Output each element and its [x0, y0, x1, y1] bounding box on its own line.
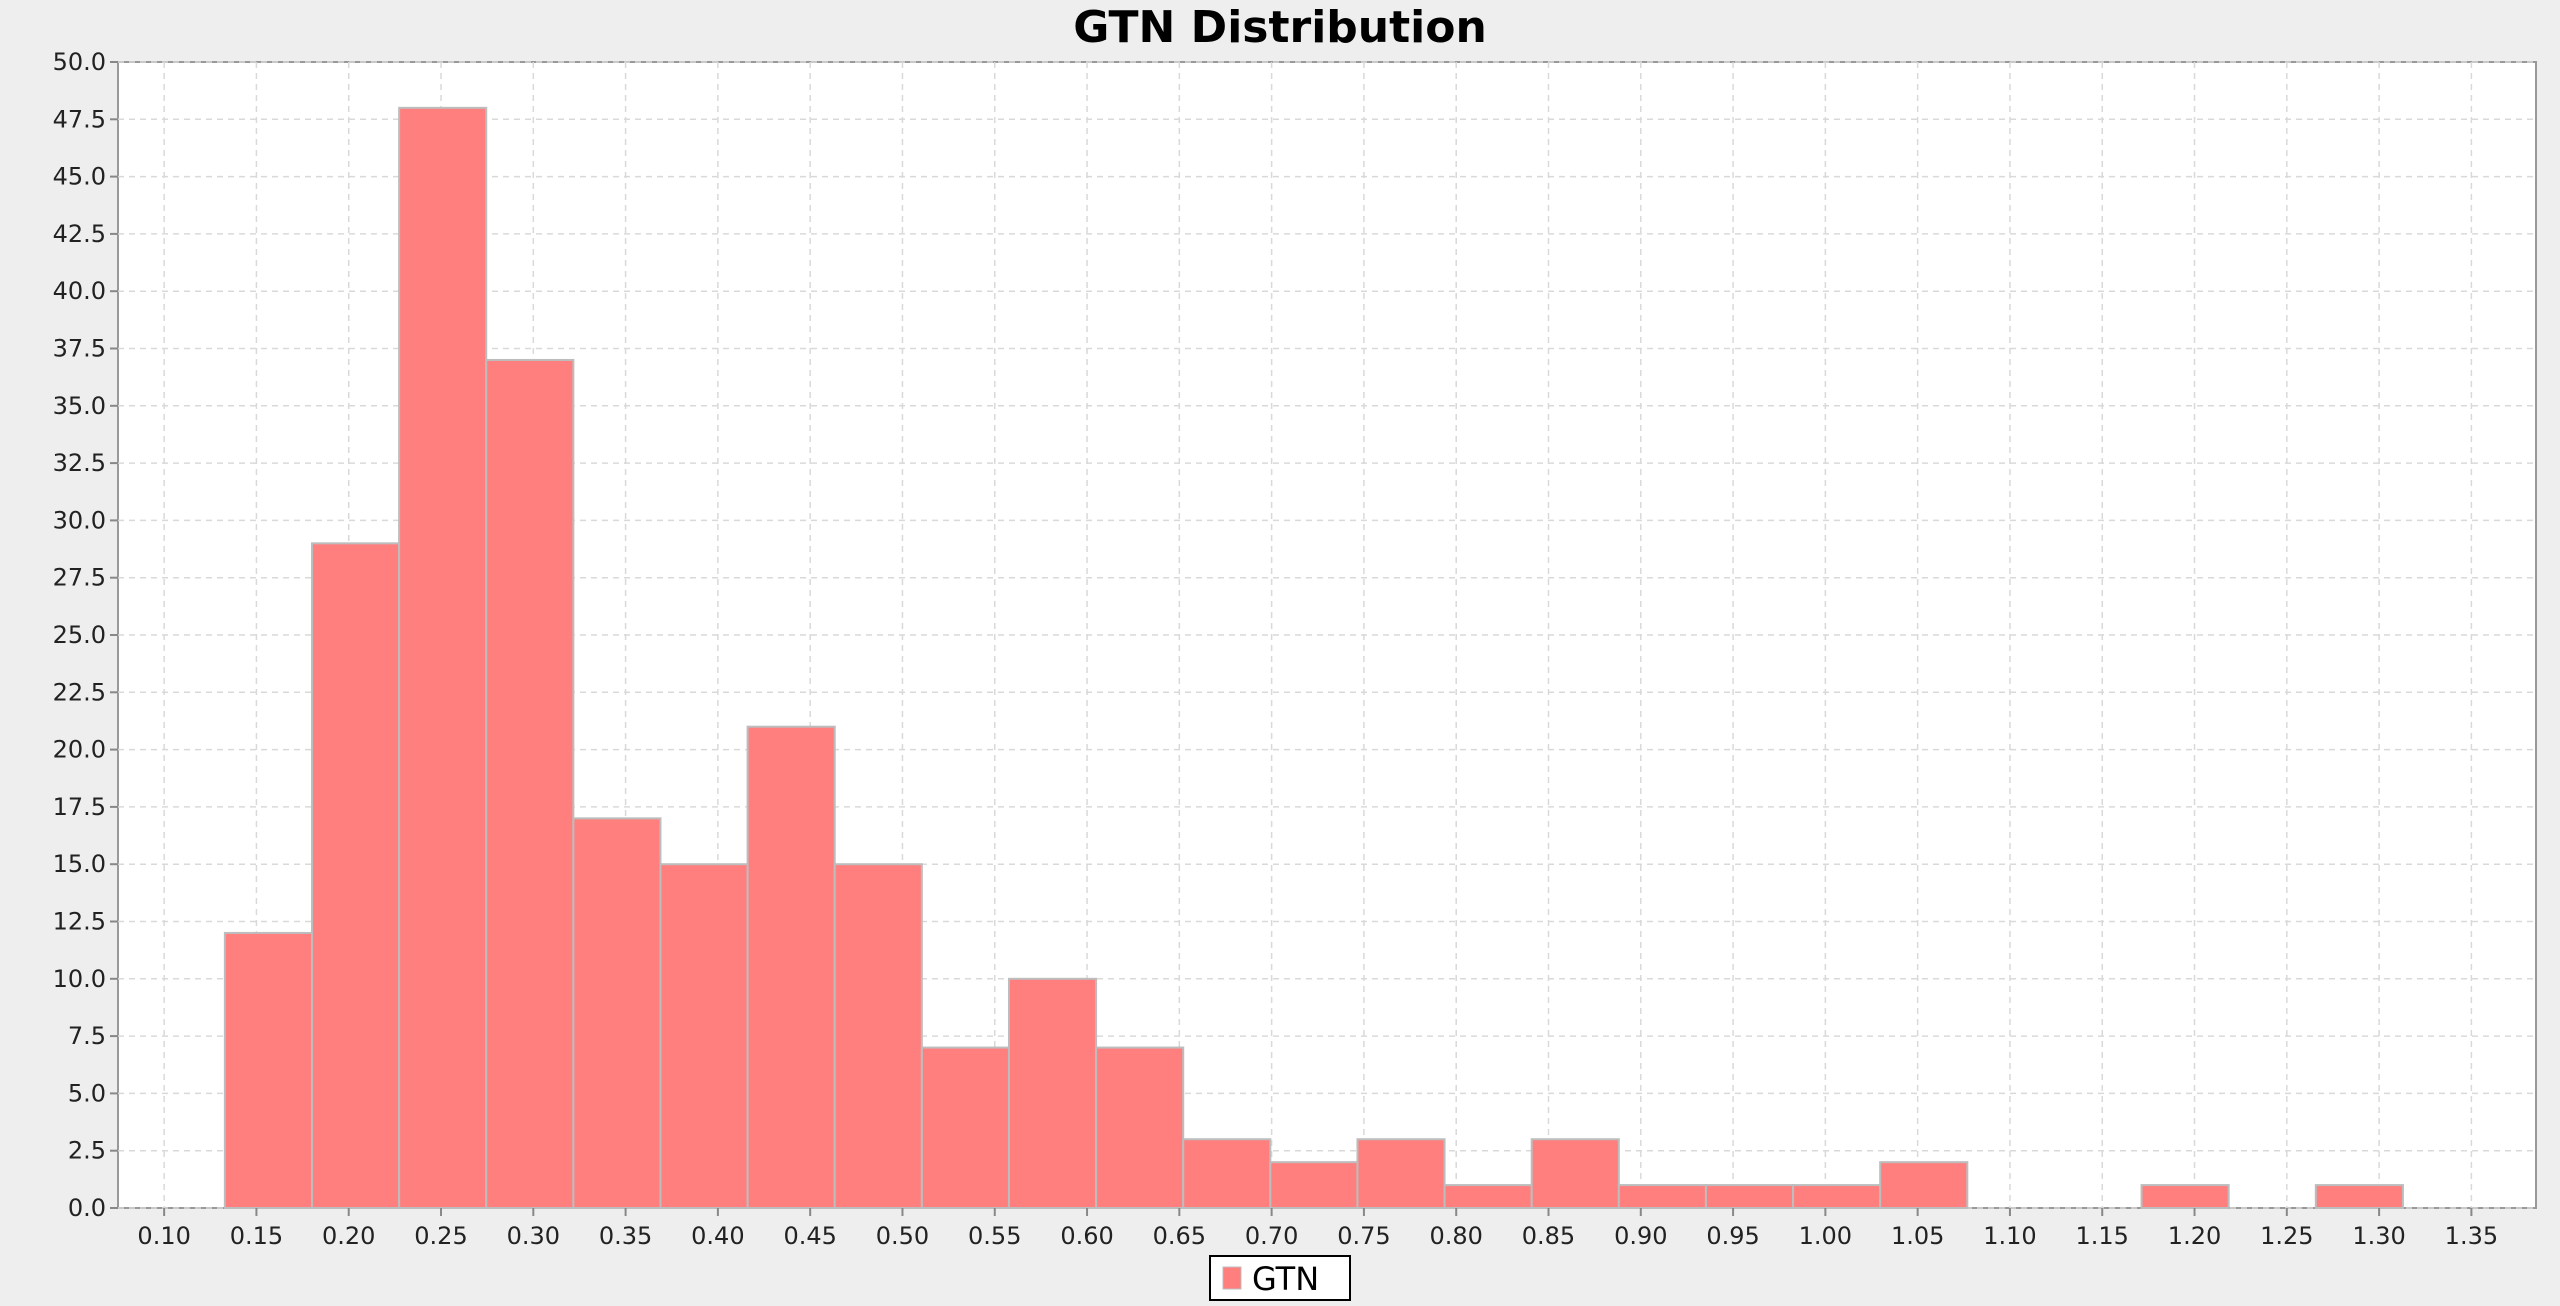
x-tick-label: 0.85: [1522, 1222, 1575, 1250]
x-tick-label: 0.65: [1153, 1222, 1206, 1250]
chart-title: GTN Distribution: [1073, 2, 1487, 53]
y-tick-label: 35.0: [53, 392, 106, 420]
x-tick-label: 0.40: [691, 1222, 744, 1250]
x-tick-label: 1.20: [2168, 1222, 2221, 1250]
histogram-bar: [1095, 1046, 1185, 1210]
y-axis: 0.0 2.5 5.0 7.5 10.0 12.5 15.0 17.5 20.0 22.5 25.0…: [53, 48, 118, 1222]
x-tick-label: 0.25: [414, 1222, 467, 1250]
y-tick-label: 40.0: [53, 277, 106, 305]
y-tick-label: 27.5: [53, 564, 106, 592]
histogram-bar: [572, 817, 662, 1209]
y-tick-label: 5.0: [68, 1079, 106, 1107]
x-tick-label: 1.35: [2445, 1222, 2498, 1250]
legend-swatch: [1222, 1266, 1242, 1290]
x-tick-label: 1.05: [1891, 1222, 1944, 1250]
histogram-bar: [659, 863, 749, 1209]
x-tick-label: 0.50: [876, 1222, 929, 1250]
x-tick-label: 0.30: [507, 1222, 560, 1250]
x-tick-label: 1.15: [2076, 1222, 2129, 1250]
x-tick-label: 0.35: [599, 1222, 652, 1250]
histogram-bar: [398, 106, 488, 1210]
x-tick-label: 0.20: [322, 1222, 375, 1250]
histogram-bar: [1879, 1161, 1969, 1210]
bars: [223, 106, 2404, 1210]
x-tick-label: 0.95: [1706, 1222, 1759, 1250]
y-tick-label: 10.0: [53, 965, 106, 993]
y-tick-label: 25.0: [53, 621, 106, 649]
histogram-bar: [223, 931, 313, 1210]
histogram-bar: [1182, 1138, 1272, 1209]
y-tick-label: 45.0: [53, 163, 106, 191]
y-tick-label: 2.5: [68, 1137, 106, 1165]
y-tick-label: 0.0: [68, 1194, 106, 1222]
legend: GTN: [1209, 1255, 1351, 1301]
y-tick-label: 50.0: [53, 48, 106, 76]
y-tick-label: 12.5: [53, 908, 106, 936]
histogram-bar: [1617, 1184, 1707, 1209]
x-tick-label: 0.90: [1614, 1222, 1667, 1250]
y-tick-label: 30.0: [53, 506, 106, 534]
x-tick-label: 1.10: [1983, 1222, 2036, 1250]
x-tick-label: 0.70: [1245, 1222, 1298, 1250]
y-tick-label: 20.0: [53, 736, 106, 764]
x-tick-label: 0.60: [1060, 1222, 1113, 1250]
y-tick-label: 47.5: [53, 105, 106, 133]
x-tick-label: 0.75: [1337, 1222, 1390, 1250]
y-tick-label: 32.5: [53, 449, 106, 477]
histogram-bar: [2314, 1184, 2404, 1209]
histogram-bar: [1530, 1138, 1620, 1209]
x-tick-label: 1.00: [1799, 1222, 1852, 1250]
y-tick-label: 7.5: [68, 1022, 106, 1050]
y-tick-label: 22.5: [53, 678, 106, 706]
x-tick-label: 1.25: [2260, 1222, 2313, 1250]
x-tick-label: 0.55: [968, 1222, 1021, 1250]
x-axis: 0.10 0.15 0.20 0.25 0.30 0.35 0.40 0.45 0.50 0.55…: [137, 1208, 2498, 1250]
histogram-bar: [310, 542, 401, 1209]
histogram-bar: [746, 725, 836, 1209]
x-tick-label: 0.80: [1429, 1222, 1482, 1250]
x-tick-label: 1.30: [2352, 1222, 2405, 1250]
histogram-bar: [485, 358, 575, 1209]
histogram-bar: [1443, 1184, 1533, 1209]
histogram-bar: [920, 1046, 1010, 1210]
y-tick-label: 15.0: [53, 850, 106, 878]
y-tick-label: 37.5: [53, 335, 106, 363]
legend-label: GTN: [1252, 1260, 1319, 1298]
histogram-bar: [1269, 1161, 1359, 1210]
y-tick-label: 42.5: [53, 220, 106, 248]
histogram-bar: [1792, 1184, 1882, 1209]
histogram-bar: [1704, 1184, 1795, 1209]
x-tick-label: 0.45: [783, 1222, 836, 1250]
histogram-bar: [833, 863, 923, 1209]
x-tick-label: 0.15: [230, 1222, 283, 1250]
histogram-bar: [1356, 1138, 1446, 1209]
y-tick-label: 17.5: [53, 793, 106, 821]
histogram-bar: [1007, 977, 1098, 1209]
x-tick-label: 0.10: [137, 1222, 190, 1250]
histogram-bar: [2140, 1184, 2230, 1209]
